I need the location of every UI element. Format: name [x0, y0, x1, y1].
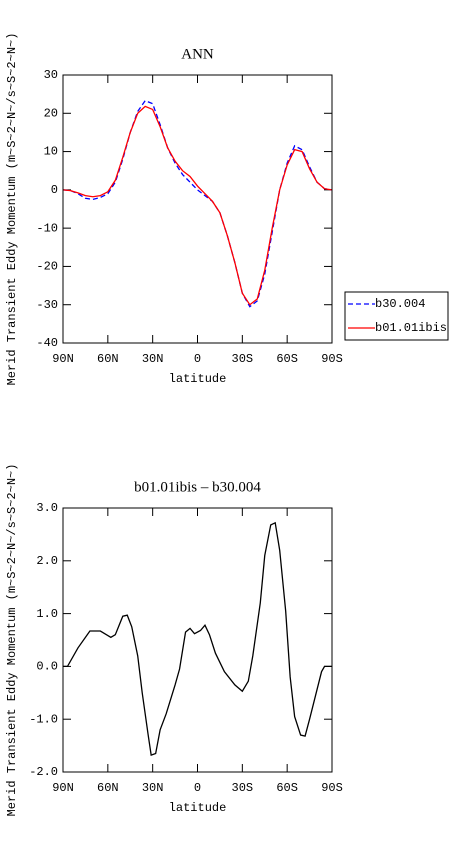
chart-title: b01.01ibis – b30.004 — [134, 479, 261, 495]
y-tick-label: 2.0 — [36, 554, 58, 568]
chart-title: ANN — [181, 46, 214, 62]
plot-frame — [62, 74, 333, 344]
y-tick-label: 10 — [44, 145, 58, 159]
series-line — [63, 521, 332, 756]
x-tick-label: 90N — [52, 352, 74, 366]
y-tick-label: -30 — [36, 298, 58, 312]
y-tick-label: 0.0 — [36, 660, 58, 674]
y-tick-label: -20 — [36, 260, 58, 274]
y-tick-label: -10 — [36, 221, 58, 235]
y-axis-label: Merid Transient Eddy Momentum (m~S~2~N~/… — [5, 464, 19, 817]
x-tick-label: 90S — [321, 781, 343, 795]
x-axis-label: latitude — [169, 801, 227, 815]
y-tick-label: 1.0 — [36, 607, 58, 621]
series-line — [62, 99, 333, 308]
series-line — [62, 105, 333, 306]
x-tick-label: 60N — [97, 352, 119, 366]
y-tick-label: -1.0 — [29, 712, 58, 726]
y-axis-label: Merid Transient Eddy Momentum (m~S~2~N~/… — [5, 33, 19, 386]
y-tick-label: 3.0 — [36, 501, 58, 515]
x-tick-label: 30S — [232, 781, 254, 795]
legend-box — [344, 291, 449, 341]
legend-label: b30.004 — [375, 297, 425, 311]
x-tick-label: 60S — [276, 352, 298, 366]
x-tick-label: 30N — [142, 781, 164, 795]
y-tick-label: 20 — [44, 106, 58, 120]
y-tick-label: 0 — [51, 183, 58, 197]
x-tick-label: 0 — [194, 352, 201, 366]
y-tick-label: -40 — [36, 336, 58, 350]
plot-frame — [62, 507, 333, 773]
x-tick-label: 30N — [142, 352, 164, 366]
x-tick-label: 0 — [194, 781, 201, 795]
x-tick-label: 90S — [321, 352, 343, 366]
y-tick-label: -2.0 — [29, 765, 58, 779]
x-tick-label: 90N — [52, 781, 74, 795]
legend-label: b01.01ibis — [375, 321, 447, 335]
x-tick-label: 30S — [232, 352, 254, 366]
x-axis-label: latitude — [169, 372, 227, 386]
y-tick-label: 30 — [44, 68, 58, 82]
x-tick-label: 60N — [97, 781, 119, 795]
x-tick-label: 60S — [276, 781, 298, 795]
